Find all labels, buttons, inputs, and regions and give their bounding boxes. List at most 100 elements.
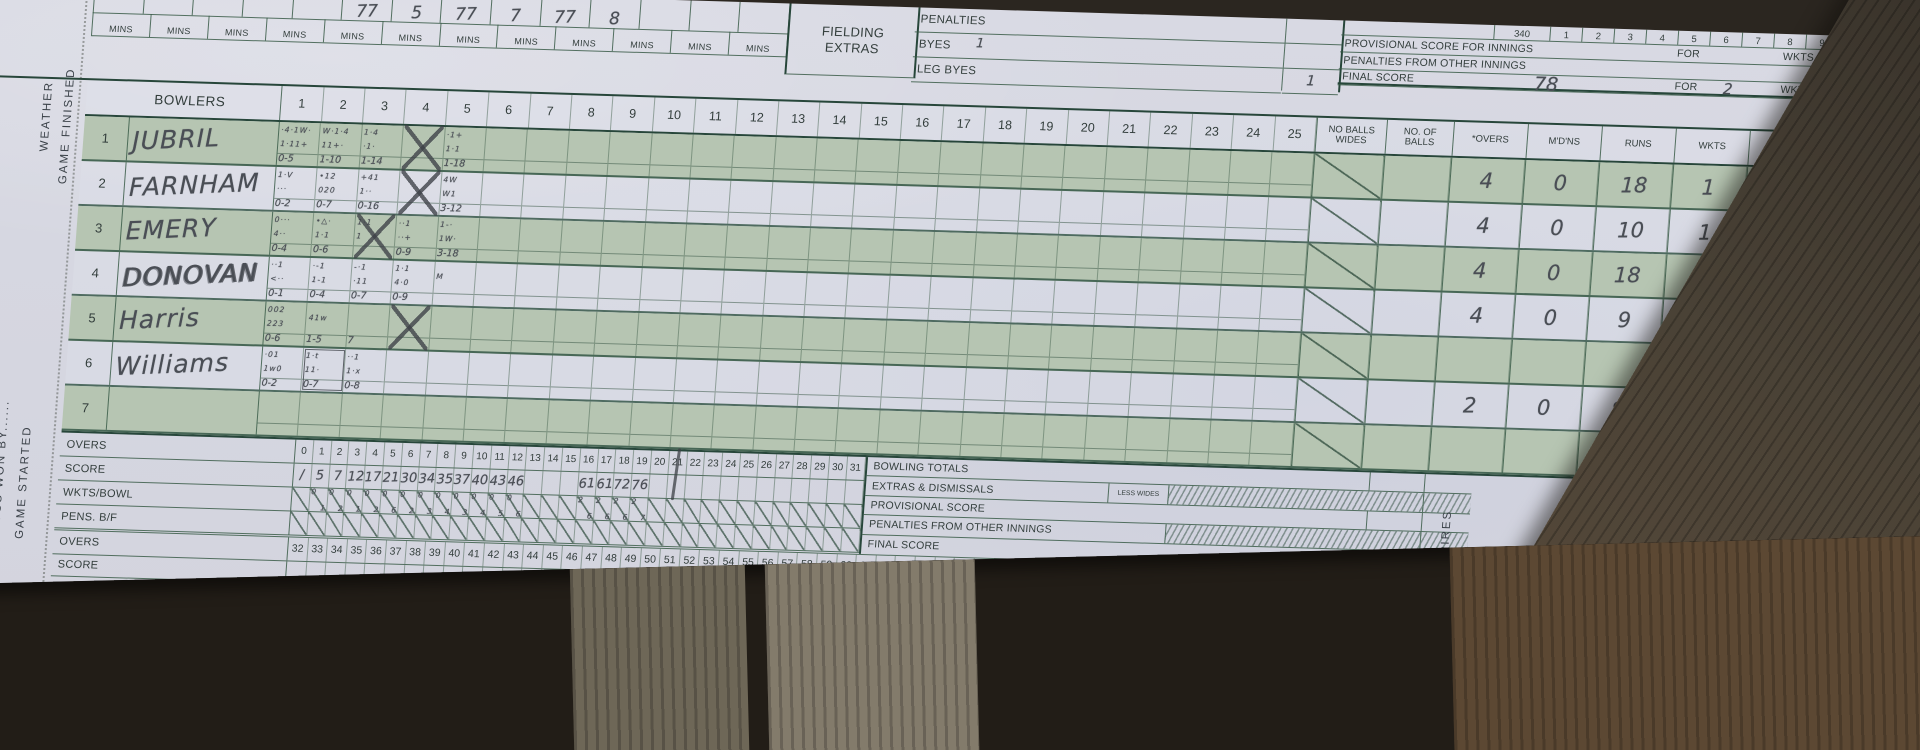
bowler-name: DONOVAN bbox=[122, 257, 259, 292]
over-notation: M bbox=[435, 272, 445, 282]
over-cell bbox=[604, 177, 649, 222]
cell bbox=[877, 441, 919, 455]
cell bbox=[1249, 452, 1291, 466]
over-cell bbox=[887, 275, 932, 320]
over-notation: 1·· bbox=[359, 186, 373, 197]
cell bbox=[522, 174, 565, 206]
pens-bf-cell bbox=[342, 513, 363, 537]
over-cell bbox=[1256, 332, 1301, 377]
cell bbox=[814, 169, 856, 183]
mins-cell: MINS bbox=[555, 26, 615, 52]
over-column-header: 14 bbox=[818, 102, 863, 138]
cell bbox=[1209, 421, 1252, 453]
cell: 0··· 4·· bbox=[271, 212, 314, 244]
bowler-at-over: 6 bbox=[515, 509, 521, 519]
cell bbox=[1262, 273, 1305, 287]
cell bbox=[729, 181, 772, 213]
bowler-at-over: 4 bbox=[444, 507, 450, 517]
over-cell bbox=[1173, 329, 1219, 374]
cell bbox=[897, 171, 939, 186]
over-number-cell: 46 bbox=[561, 545, 583, 570]
stat-cell: 9 bbox=[1585, 297, 1664, 343]
pens-bf-cell bbox=[538, 519, 558, 543]
stat-cell: 0 bbox=[1518, 204, 1596, 251]
cell bbox=[481, 173, 524, 205]
over-column-header: 11 bbox=[693, 98, 738, 134]
over-cell bbox=[1056, 235, 1101, 281]
over-cell bbox=[938, 142, 984, 187]
score-cell bbox=[808, 479, 829, 503]
over-notation: 41w bbox=[308, 313, 328, 323]
cell bbox=[964, 368, 1007, 400]
score-cell: 76 bbox=[630, 473, 651, 498]
cell bbox=[725, 256, 767, 270]
cell: 0-8 bbox=[342, 380, 385, 394]
time-cell bbox=[143, 0, 196, 16]
over-cell bbox=[893, 185, 939, 231]
pens-bf-cell bbox=[680, 523, 701, 547]
over-cumulative: 0-9 bbox=[395, 246, 412, 259]
over-cell bbox=[590, 356, 636, 401]
over-cell bbox=[683, 224, 729, 269]
over-cell: W·1·4 11+· 1-10 bbox=[318, 123, 363, 168]
over-cell bbox=[835, 409, 881, 454]
over-column-header: 1 bbox=[280, 86, 325, 122]
final-score-label: FINAL SCORE bbox=[1341, 70, 1415, 86]
cumulative-score: 21 bbox=[382, 470, 400, 486]
cell bbox=[1183, 225, 1225, 239]
cell bbox=[1254, 377, 1297, 409]
over-cell bbox=[963, 368, 1008, 413]
wood-post bbox=[569, 564, 755, 750]
cell: 0-5 bbox=[276, 152, 318, 167]
score-cell: 61 bbox=[577, 472, 597, 496]
cell bbox=[1184, 195, 1227, 227]
bowler-at-over: 5 bbox=[497, 508, 504, 518]
over-notation: <·· bbox=[269, 274, 285, 284]
cell bbox=[849, 260, 891, 274]
cell bbox=[1140, 238, 1183, 270]
time-cell: 77 bbox=[441, 0, 493, 25]
cell bbox=[1176, 315, 1219, 329]
cell bbox=[1256, 362, 1298, 377]
cumulative-score: 43 bbox=[489, 473, 507, 490]
over-number-cell: 47 bbox=[581, 546, 603, 570]
over-cell bbox=[890, 230, 936, 275]
over-cell bbox=[483, 128, 529, 173]
stat-value: 0 bbox=[1553, 170, 1568, 195]
over-cell bbox=[1224, 195, 1270, 241]
over-cell bbox=[1008, 324, 1053, 369]
spell-end-cross bbox=[398, 169, 441, 216]
over-notation: 020 bbox=[317, 185, 336, 196]
wkts-bowler-cell bbox=[557, 495, 578, 520]
cell: 3-18 bbox=[435, 247, 477, 262]
bowler-number: 6 bbox=[65, 340, 114, 385]
over-cell bbox=[880, 365, 926, 410]
score-cell: 7 bbox=[328, 464, 348, 489]
over-cell bbox=[480, 173, 525, 218]
cell bbox=[718, 346, 760, 360]
cell bbox=[1047, 371, 1090, 403]
over-cell bbox=[715, 360, 760, 405]
cell bbox=[1216, 331, 1259, 363]
cell bbox=[1173, 360, 1215, 374]
corner-cell: 3 bbox=[1614, 28, 1648, 44]
byes-label: BYES bbox=[918, 38, 952, 52]
cell bbox=[678, 314, 721, 346]
stat-cell: 4 bbox=[1437, 292, 1516, 338]
mins-cell: MINS bbox=[149, 14, 210, 39]
cell: 1·t 11· bbox=[302, 348, 345, 380]
stat-column-header: NO BALLS WIDES bbox=[1314, 117, 1388, 154]
over-cell: ··1 ··+ 0-9 bbox=[394, 215, 439, 260]
cell bbox=[590, 387, 633, 401]
score-cell: 72 bbox=[613, 473, 633, 497]
over-cell bbox=[422, 396, 467, 441]
over-cell bbox=[466, 352, 512, 398]
cell bbox=[1130, 373, 1173, 405]
cell bbox=[642, 254, 684, 268]
over-number-cell: 16 bbox=[579, 448, 599, 472]
cell bbox=[630, 403, 673, 435]
cell bbox=[691, 135, 734, 167]
stat-value: 9 bbox=[1617, 307, 1632, 332]
cell: 4W W1 bbox=[440, 172, 483, 204]
cell: 0-16 bbox=[356, 200, 398, 214]
